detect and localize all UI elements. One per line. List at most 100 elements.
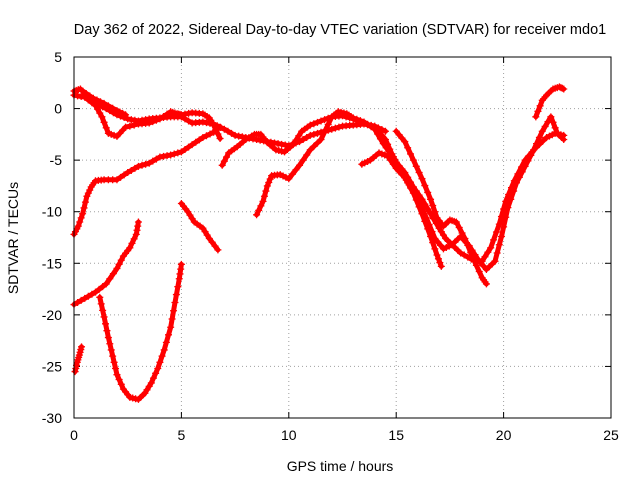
data-point (96, 98, 104, 106)
data-point (303, 151, 311, 159)
data-point (167, 151, 175, 159)
data-point (431, 208, 439, 216)
data-point (424, 225, 432, 233)
data-point (367, 123, 375, 131)
data-point (321, 116, 329, 124)
data-point (74, 92, 82, 100)
data-point (188, 141, 196, 149)
data-point (481, 253, 489, 261)
data-point (91, 288, 99, 296)
data-point (324, 120, 332, 128)
data-point (124, 115, 132, 123)
x-axis-label: GPS time / hours (287, 458, 394, 474)
data-point (86, 92, 94, 100)
data-point (472, 261, 480, 269)
data-point (109, 352, 117, 360)
data-point (418, 175, 426, 183)
data-point (156, 153, 164, 161)
data-point (460, 251, 468, 259)
data-point (504, 204, 512, 212)
data-point (317, 136, 325, 144)
data-point (167, 323, 175, 331)
data-point (74, 222, 82, 230)
data-point (470, 255, 478, 263)
data-point (260, 192, 268, 200)
chart-title: Day 362 of 2022, Sidereal Day-to-day VTE… (74, 22, 606, 38)
data-point (99, 306, 107, 314)
series-track-d (70, 218, 142, 309)
data-point (421, 217, 429, 225)
data-point (130, 121, 138, 129)
data-point (224, 127, 232, 135)
data-point (349, 114, 357, 122)
data-point (89, 94, 97, 102)
data-point (457, 249, 465, 257)
x-tick-label: 0 (70, 427, 78, 443)
data-point (77, 93, 85, 101)
data-point (216, 134, 224, 142)
data-point (356, 117, 364, 125)
data-point (138, 161, 146, 169)
data-point (76, 218, 84, 226)
plot-frame (73, 56, 612, 419)
data-point (313, 139, 321, 147)
data-point (107, 346, 115, 354)
data-point (102, 124, 110, 132)
series-track-k (532, 83, 568, 121)
data-point (427, 195, 435, 203)
series-track-m (79, 87, 130, 119)
data-point (130, 235, 138, 243)
data-point (142, 160, 150, 168)
data-point (177, 265, 185, 273)
data-point (88, 290, 96, 298)
data-point (185, 143, 193, 151)
data-point (104, 334, 112, 342)
data-point (160, 152, 167, 160)
data-point (134, 222, 142, 230)
data-point (360, 118, 368, 126)
data-point (407, 150, 415, 158)
data-point (384, 152, 392, 160)
data-point (482, 280, 490, 288)
data-point (401, 138, 409, 146)
data-point (497, 232, 505, 240)
data-point (299, 156, 307, 164)
data-point (331, 124, 339, 132)
y-tick-label: -15 (42, 255, 62, 271)
data-point (288, 170, 296, 178)
data-point (490, 236, 498, 244)
data-point (412, 196, 420, 204)
data-point (424, 188, 432, 196)
data-point (170, 307, 178, 315)
data-point (313, 118, 321, 126)
data-point (77, 296, 85, 304)
data-point (96, 293, 104, 301)
data-point (495, 220, 503, 228)
data-point (364, 120, 372, 128)
data-point (427, 210, 435, 218)
data-point (91, 101, 99, 109)
data-point (113, 176, 121, 184)
data-point (177, 260, 185, 268)
data-point (84, 189, 92, 197)
data-point (296, 161, 304, 169)
y-axis-label: SDTVAR / TECUs (5, 182, 21, 294)
data-point (285, 175, 293, 183)
data-point (113, 371, 121, 379)
data-point (532, 113, 540, 121)
data-point (512, 179, 520, 187)
data-point (145, 159, 153, 167)
data-point (335, 123, 343, 131)
data-point (211, 242, 219, 250)
data-point (381, 127, 389, 135)
x-tick-label: 10 (281, 427, 297, 443)
data-point (195, 136, 203, 144)
data-point (181, 110, 189, 118)
data-point (93, 96, 101, 104)
data-point (404, 144, 412, 152)
data-point (235, 132, 243, 140)
data-point (263, 182, 271, 190)
data-point (176, 270, 184, 278)
data-point (429, 239, 437, 247)
